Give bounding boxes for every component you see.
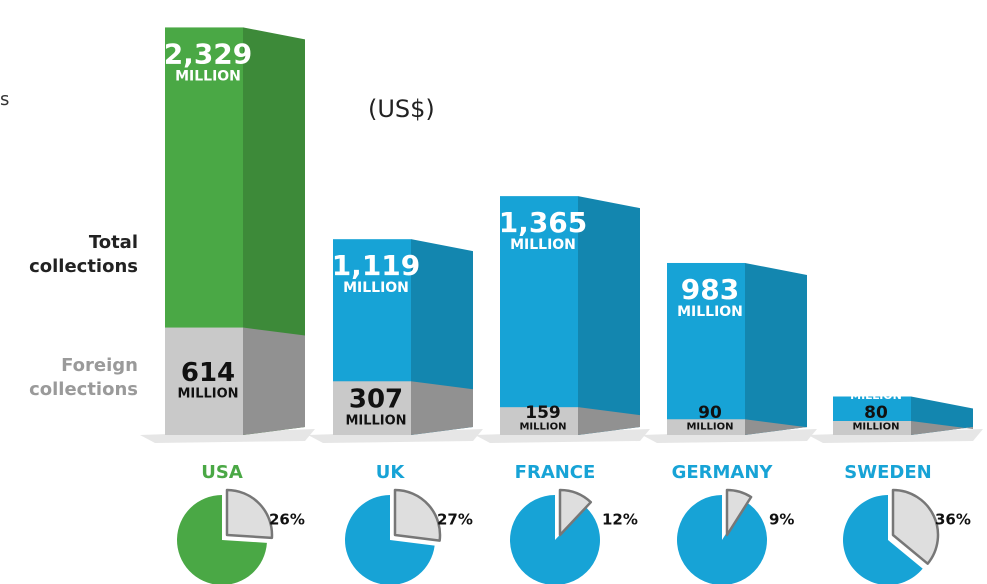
foreign-value-label: 307 — [349, 385, 403, 415]
unit-label: MILLION — [850, 389, 902, 402]
category-label: UK — [376, 462, 406, 483]
unit-label: MILLION — [177, 387, 238, 402]
unit-label: MILLION — [175, 68, 241, 84]
shadow — [808, 429, 983, 443]
unit-label: MILLION — [345, 413, 406, 428]
pie-value-label: 26% — [269, 511, 305, 529]
pie-value-label: 27% — [437, 511, 473, 529]
pie-rest — [843, 495, 923, 584]
row-label: Foreign collections — [29, 355, 138, 400]
foreign-front — [833, 421, 911, 435]
shadow — [140, 429, 315, 443]
foreign-front — [165, 327, 243, 435]
pie-rest — [177, 495, 267, 584]
pie-slice — [891, 488, 940, 565]
total-value-label: 1,119 — [332, 249, 421, 282]
row-label: Total collections — [29, 232, 138, 277]
unit-label: MILLION — [343, 280, 409, 296]
foreign-side — [911, 421, 973, 435]
foreign-value-label: 80 — [864, 403, 888, 423]
subtitle: (US$) — [368, 95, 435, 123]
pie-rest — [345, 495, 435, 584]
total-value-label: 2,329 — [164, 37, 253, 70]
shadow — [475, 429, 650, 443]
foreign-value-label: 159 — [525, 403, 561, 423]
shadow — [642, 429, 817, 443]
pie-value-label: 12% — [602, 511, 638, 529]
category-label: FRANCE — [515, 462, 596, 483]
category-label: GERMANY — [672, 462, 774, 483]
pie-value-label: 9% — [769, 511, 794, 529]
foreign-side — [578, 407, 640, 435]
total-value-label: 220 — [855, 368, 897, 392]
pie-slice — [393, 488, 442, 542]
unit-label: MILLION — [686, 422, 733, 433]
total-value-label: 983 — [681, 273, 739, 306]
foreign-value-label: 90 — [698, 403, 722, 423]
pie-rest — [677, 495, 767, 584]
foreign-front — [667, 419, 745, 435]
total-value-label: 1,365 — [499, 206, 588, 239]
bar-side — [745, 262, 807, 435]
foreign-side — [411, 381, 473, 435]
unit-label: MILLION — [510, 237, 576, 253]
bar-front — [667, 262, 745, 435]
foreign-front — [500, 407, 578, 435]
pie-slice — [725, 488, 753, 537]
unit-label: MILLION — [519, 422, 566, 433]
category-label: USA — [201, 462, 243, 483]
shadow — [308, 429, 483, 443]
pie-slice — [225, 488, 274, 540]
foreign-front — [333, 381, 411, 435]
bar-side — [578, 196, 640, 435]
foreign-value-label: 614 — [181, 358, 235, 388]
foreign-side — [745, 419, 807, 435]
category-label: SWEDEN — [844, 462, 931, 483]
foreign-side — [243, 327, 305, 435]
unit-label: MILLION — [852, 422, 899, 433]
pie-value-label: 36% — [935, 511, 971, 529]
unit-label: MILLION — [677, 304, 743, 320]
pie-slice — [558, 488, 593, 537]
left-fragment: s — [0, 89, 9, 110]
bar-front — [500, 196, 578, 435]
